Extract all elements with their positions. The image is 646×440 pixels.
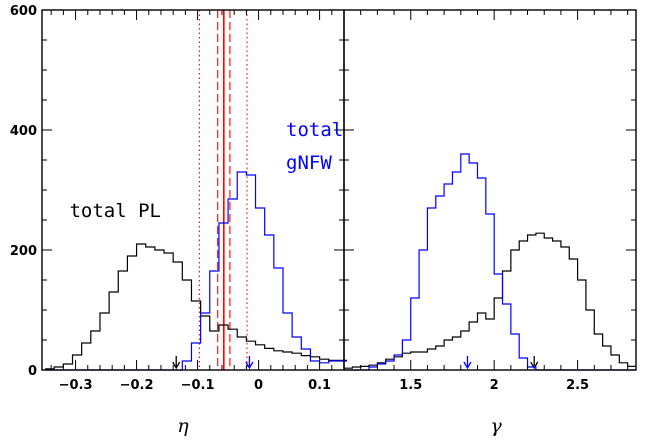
median-arrow-head bbox=[463, 361, 472, 370]
median-arrow-head bbox=[172, 361, 181, 370]
y-tick-label: 200 bbox=[10, 244, 37, 259]
histogram-series-0 bbox=[45, 243, 348, 370]
annotation-label: total bbox=[286, 119, 343, 141]
y-tick-label: 0 bbox=[28, 364, 37, 379]
x-tick-label: 2.5 bbox=[566, 378, 589, 393]
x-tick-label: 2 bbox=[490, 378, 499, 393]
annotation-label: gNFW bbox=[286, 152, 332, 174]
x-tick-label: −0.2 bbox=[120, 378, 154, 393]
x-tick-label: 1.5 bbox=[399, 378, 422, 393]
panel-gamma: 1.5 2 2.5 bbox=[343, 9, 637, 393]
annotation-label: total PL bbox=[69, 200, 161, 222]
y-tick-label: 600 bbox=[10, 4, 37, 19]
x-axis-label-gamma: γ bbox=[490, 415, 502, 437]
x-tick-label: −0.3 bbox=[59, 378, 93, 393]
x-tick-label: 0 bbox=[254, 378, 263, 393]
x-tick-label: −0.1 bbox=[181, 378, 215, 393]
plot-frame bbox=[343, 9, 637, 371]
panel-eta: −0.3 −0.2 −0.1 0 0.1 0 200 400 600 total PL total g… bbox=[10, 4, 348, 393]
histogram-series-0 bbox=[344, 232, 636, 369]
median-arrow-head bbox=[245, 361, 254, 370]
x-tick-label: 0.1 bbox=[308, 378, 331, 393]
plot-frame bbox=[41, 9, 345, 371]
x-axis-label-eta: η bbox=[177, 415, 189, 437]
y-tick-label: 400 bbox=[10, 124, 37, 139]
histogram-series-1 bbox=[344, 153, 636, 371]
median-arrow-head bbox=[530, 361, 539, 370]
